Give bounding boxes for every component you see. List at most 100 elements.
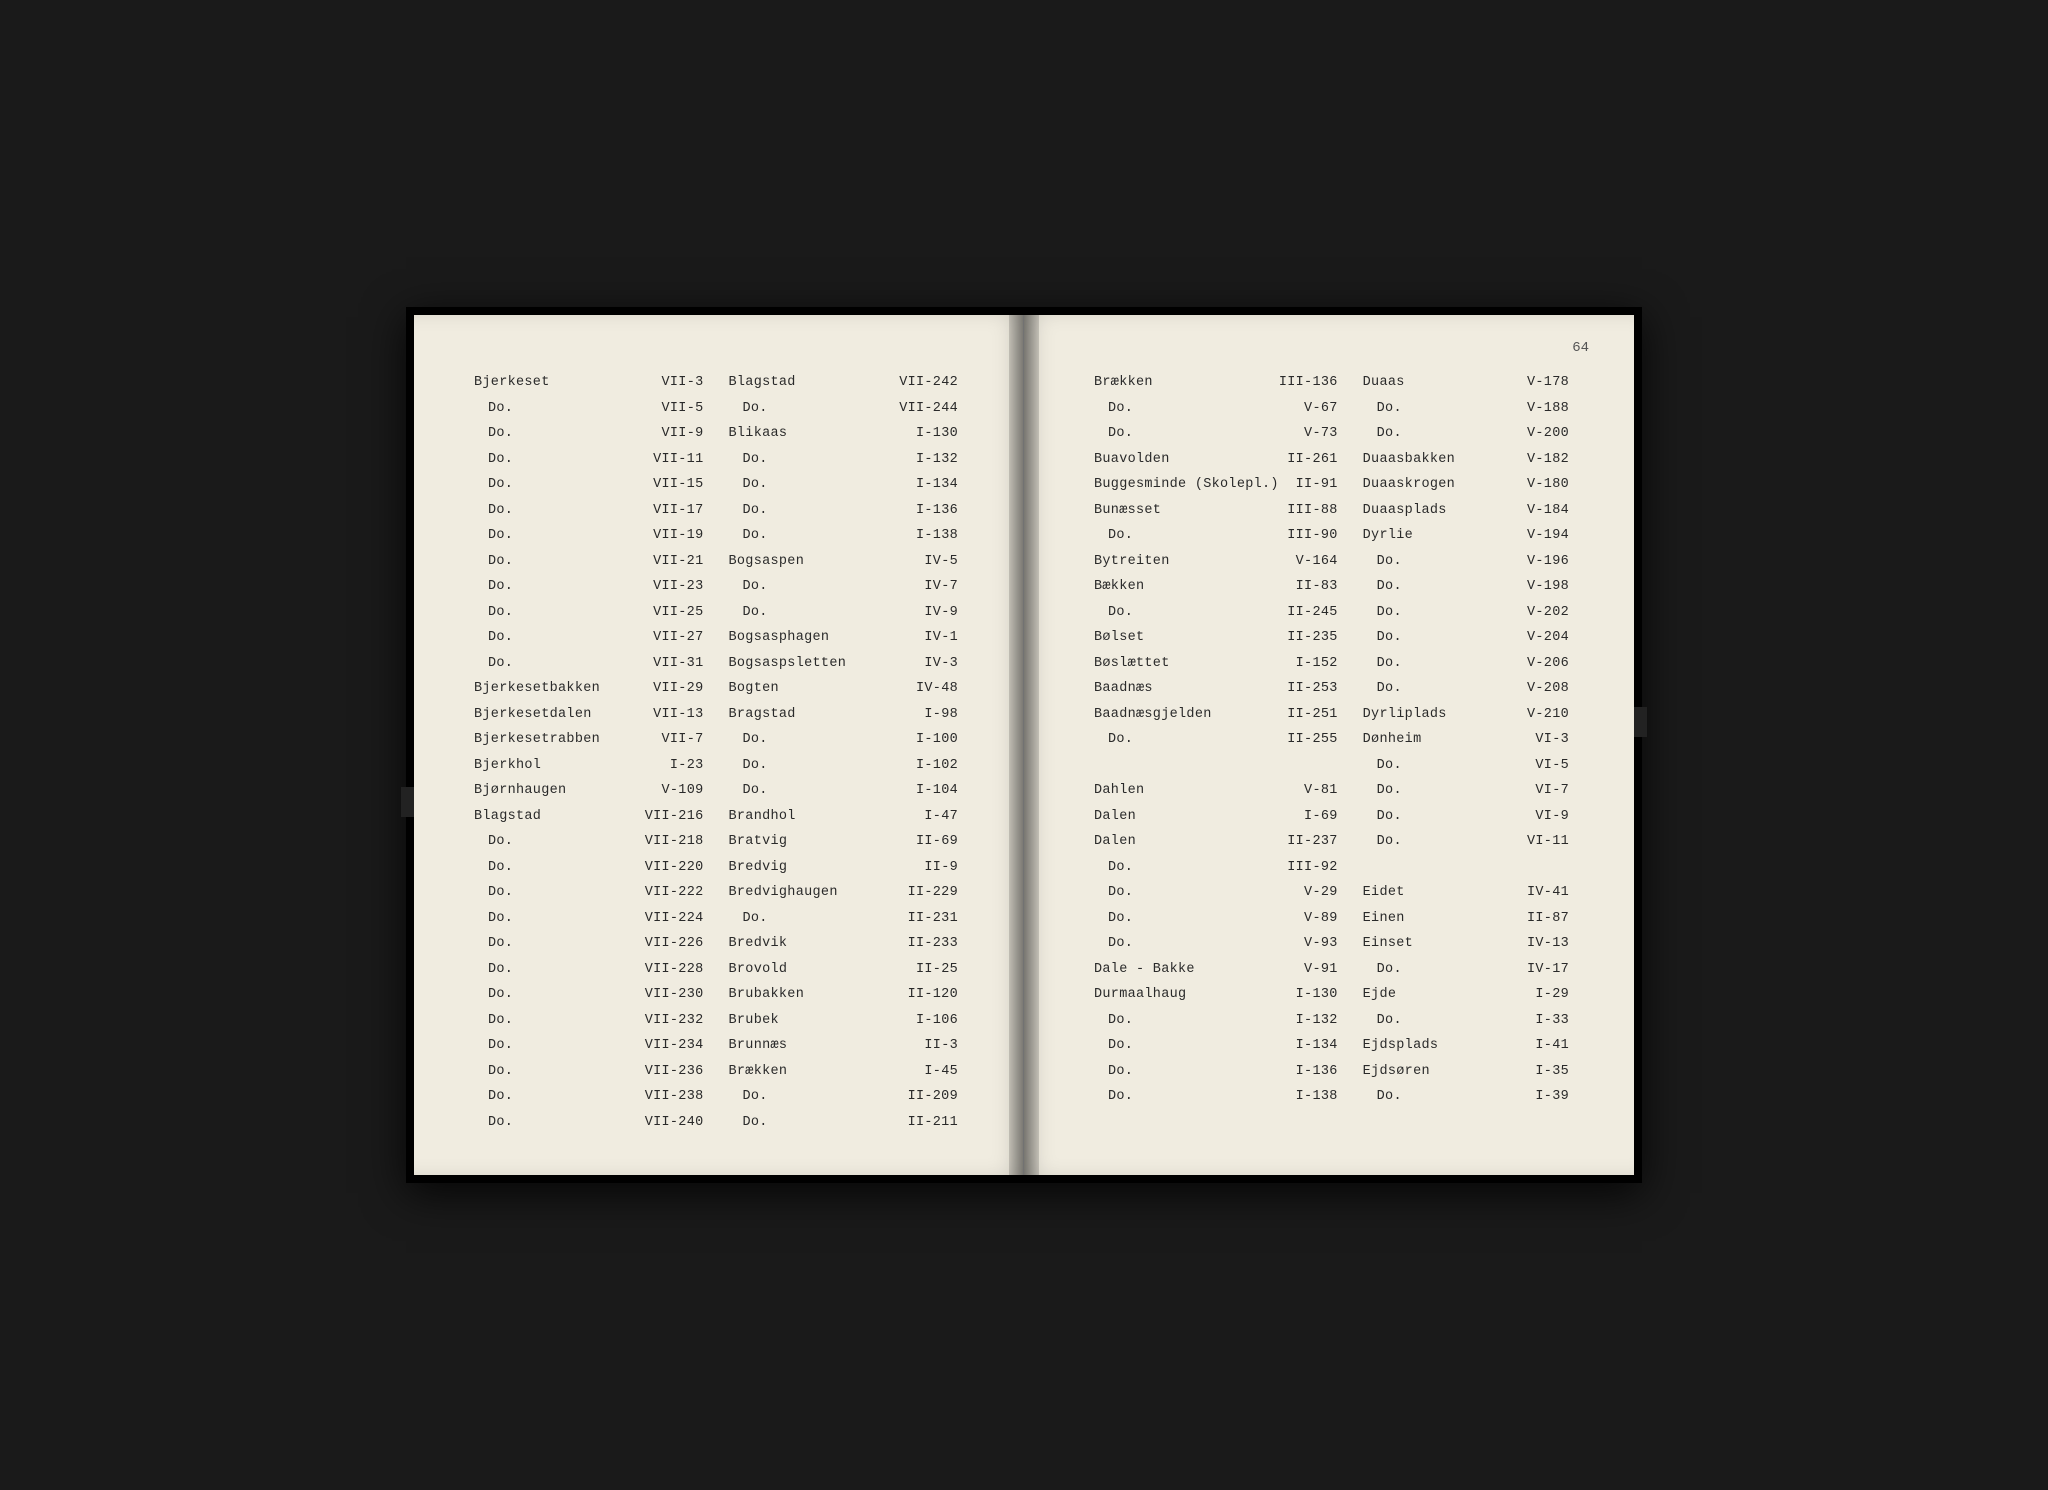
index-entry-name: Do. [1363,600,1492,626]
index-entry-name: Bøslættet [1094,651,1279,677]
index-entry-ref: III-88 [1279,498,1338,524]
index-entry-name: Blagstad [474,804,617,830]
index-entry-name: Do. [1094,523,1279,549]
left-page-columns: BjerkesetDo.Do.Do.Do.Do.Do.Do.Do.Do.Do.D… [474,370,973,1135]
index-entry-name: Do. [474,625,617,651]
left-col2-group: BlagstadDo.BlikaasDo.Do.Do.Do.BogsaspenD… [729,370,974,1135]
index-entry-ref: II-229 [872,880,958,906]
index-entry-name: Bogsasphagen [729,625,872,651]
index-entry-name: Do. [729,1110,872,1136]
index-entry-ref: II-211 [872,1110,958,1136]
index-entry-ref: II-245 [1279,600,1338,626]
index-entry-ref: V-109 [617,778,703,804]
index-entry-name: Do. [474,1033,617,1059]
index-entry-ref: VII-228 [617,957,703,983]
index-entry-name: Bratvig [729,829,872,855]
index-entry-ref: IV-13 [1492,931,1569,957]
index-entry-ref: I-138 [872,523,958,549]
index-entry-name: Dønheim [1363,727,1492,753]
index-entry-ref [1492,855,1569,881]
index-entry-ref: I-138 [1279,1084,1338,1110]
index-entry-name: Bjerkesetdalen [474,702,617,728]
right-col1-group: BrækkenDo.Do.BuavoldenBuggesminde (Skole… [1094,370,1353,1110]
index-entry-ref: I-23 [617,753,703,779]
index-entry-name: Bjerkesetbakken [474,676,617,702]
index-entry-ref: IV-9 [872,600,958,626]
index-entry-ref: VII-236 [617,1059,703,1085]
index-entry-ref: I-100 [872,727,958,753]
index-entry-ref: V-164 [1279,549,1338,575]
index-entry-ref: I-39 [1492,1084,1569,1110]
index-entry-ref: II-251 [1279,702,1338,728]
left-col1-group: BjerkesetDo.Do.Do.Do.Do.Do.Do.Do.Do.Do.D… [474,370,719,1135]
index-entry-ref: V-67 [1279,396,1338,422]
index-entry-ref: VII-232 [617,1008,703,1034]
index-entry-name: Do. [1094,1084,1279,1110]
index-entry-name: Do. [729,472,872,498]
index-entry-name: Eidet [1363,880,1492,906]
index-entry-name: Brovold [729,957,872,983]
index-entry-name: Duaasbakken [1363,447,1492,473]
index-entry-ref: II-25 [872,957,958,983]
index-entry-ref: I-33 [1492,1008,1569,1034]
index-entry-ref: V-210 [1492,702,1569,728]
index-entry-ref: VII-19 [617,523,703,549]
index-entry-ref: VII-27 [617,625,703,651]
index-entry-ref: II-209 [872,1084,958,1110]
index-entry-ref: V-178 [1492,370,1569,396]
index-entry-name: Do. [1094,600,1279,626]
index-entry-ref: VII-23 [617,574,703,600]
index-entry-ref: VII-230 [617,982,703,1008]
index-entry-ref: IV-41 [1492,880,1569,906]
index-entry-name: Do. [1363,804,1492,830]
index-entry-ref: VII-29 [617,676,703,702]
index-entry-ref: I-106 [872,1008,958,1034]
index-entry-name: Do. [1363,829,1492,855]
index-entry-name: Brubakken [729,982,872,1008]
index-entry-name: Do. [729,498,872,524]
index-entry-name: Blagstad [729,370,872,396]
index-entry-name: Do. [474,549,617,575]
index-entry-name: Do. [1363,574,1492,600]
index-entry-name: Do. [474,651,617,677]
index-entry-ref: VII-244 [872,396,958,422]
index-entry-ref: III-92 [1279,855,1338,881]
index-entry-name: Do. [474,931,617,957]
index-entry-ref: III-136 [1279,370,1338,396]
index-entry-name: Baadnæsgjelden [1094,702,1279,728]
index-entry-ref: IV-7 [872,574,958,600]
right-page: 64 BrækkenDo.Do.BuavoldenBuggesminde (Sk… [1024,315,1634,1175]
index-entry-name: Bragstad [729,702,872,728]
index-entry-ref: I-104 [872,778,958,804]
index-entry-ref: VII-234 [617,1033,703,1059]
index-entry-name: Buavolden [1094,447,1279,473]
index-entry-ref: VII-31 [617,651,703,677]
index-entry-ref: I-134 [872,472,958,498]
index-entry-ref: VII-226 [617,931,703,957]
index-entry-ref: VII-216 [617,804,703,830]
index-entry-ref: I-130 [872,421,958,447]
index-entry-name: Do. [729,600,872,626]
index-entry-ref: II-3 [872,1033,958,1059]
index-entry-ref: V-204 [1492,625,1569,651]
index-entry-name: Bogsaspen [729,549,872,575]
index-entry-ref: III-90 [1279,523,1338,549]
index-entry-ref: V-81 [1279,778,1338,804]
index-entry-name: Dyrlie [1363,523,1492,549]
index-entry-name: Bølset [1094,625,1279,651]
index-entry-name: Einset [1363,931,1492,957]
index-entry-ref: V-180 [1492,472,1569,498]
index-entry-ref: V-196 [1492,549,1569,575]
index-entry-ref: VII-15 [617,472,703,498]
index-entry-name: Brunnæs [729,1033,872,1059]
index-entry-ref: V-89 [1279,906,1338,932]
index-entry-ref: II-235 [1279,625,1338,651]
index-entry-name: Do. [474,1110,617,1136]
page-number: 64 [1572,340,1589,356]
index-entry-ref: VII-220 [617,855,703,881]
index-entry-ref: I-130 [1279,982,1338,1008]
index-entry-name: Einen [1363,906,1492,932]
index-entry-ref: II-237 [1279,829,1338,855]
index-entry-name: Buggesminde (Skolepl.) [1094,472,1279,498]
index-entry-name: Dahlen [1094,778,1279,804]
